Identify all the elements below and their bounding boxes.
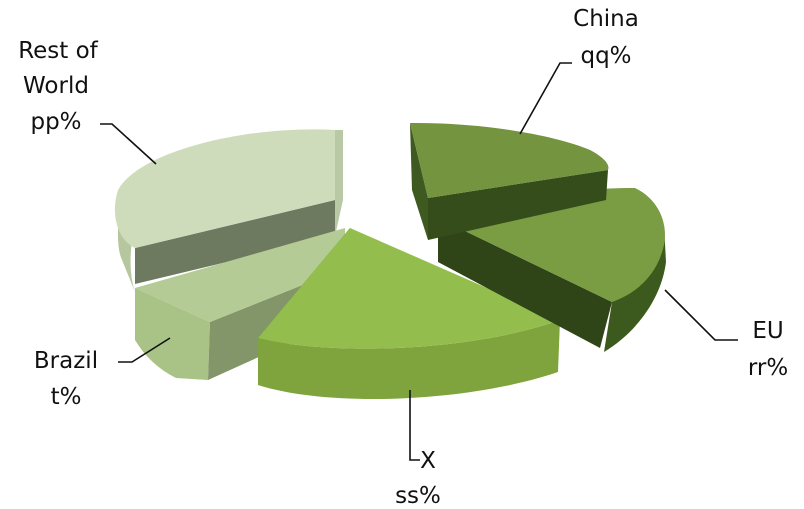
slice-x	[258, 228, 560, 400]
slice-x-top	[258, 228, 560, 349]
leader-line-rest-of-world	[100, 123, 157, 165]
label-china-value: qq%	[580, 43, 631, 69]
slice-rest-of-world	[114, 129, 343, 292]
slice-rest-of-world-right	[335, 130, 343, 236]
label-rest-of-world-value: pp%	[30, 109, 81, 135]
label-china-name: China	[573, 6, 639, 32]
slice-rest-of-world-top	[114, 129, 335, 248]
slice-china	[410, 122, 609, 240]
leader-line-brazil	[118, 337, 171, 363]
label-x-value: ss%	[395, 483, 441, 509]
leader-line-x	[409, 390, 420, 461]
label-brazil-value: t%	[51, 384, 82, 410]
slice-china-top	[410, 122, 609, 198]
slice-china-left-wall	[410, 123, 428, 240]
slice-china-front	[428, 170, 608, 240]
label-brazil-name: Brazil	[34, 348, 98, 374]
leader-line-china	[519, 62, 572, 135]
slice-brazil-front	[135, 288, 210, 380]
label-eu-value: rr%	[748, 355, 788, 381]
slice-eu-cut	[438, 218, 612, 348]
label-eu-name: EU	[752, 318, 783, 344]
slice-rest-of-world-cut	[135, 200, 335, 284]
label-rest-of-world-name-line-2: World	[23, 73, 89, 99]
label-rest-of-world-name-line-1: Rest of	[18, 38, 98, 64]
slice-x-front	[258, 320, 560, 400]
leader-line-eu	[664, 289, 738, 341]
label-x-name: X	[420, 448, 436, 474]
slice-brazil-top	[135, 228, 345, 322]
